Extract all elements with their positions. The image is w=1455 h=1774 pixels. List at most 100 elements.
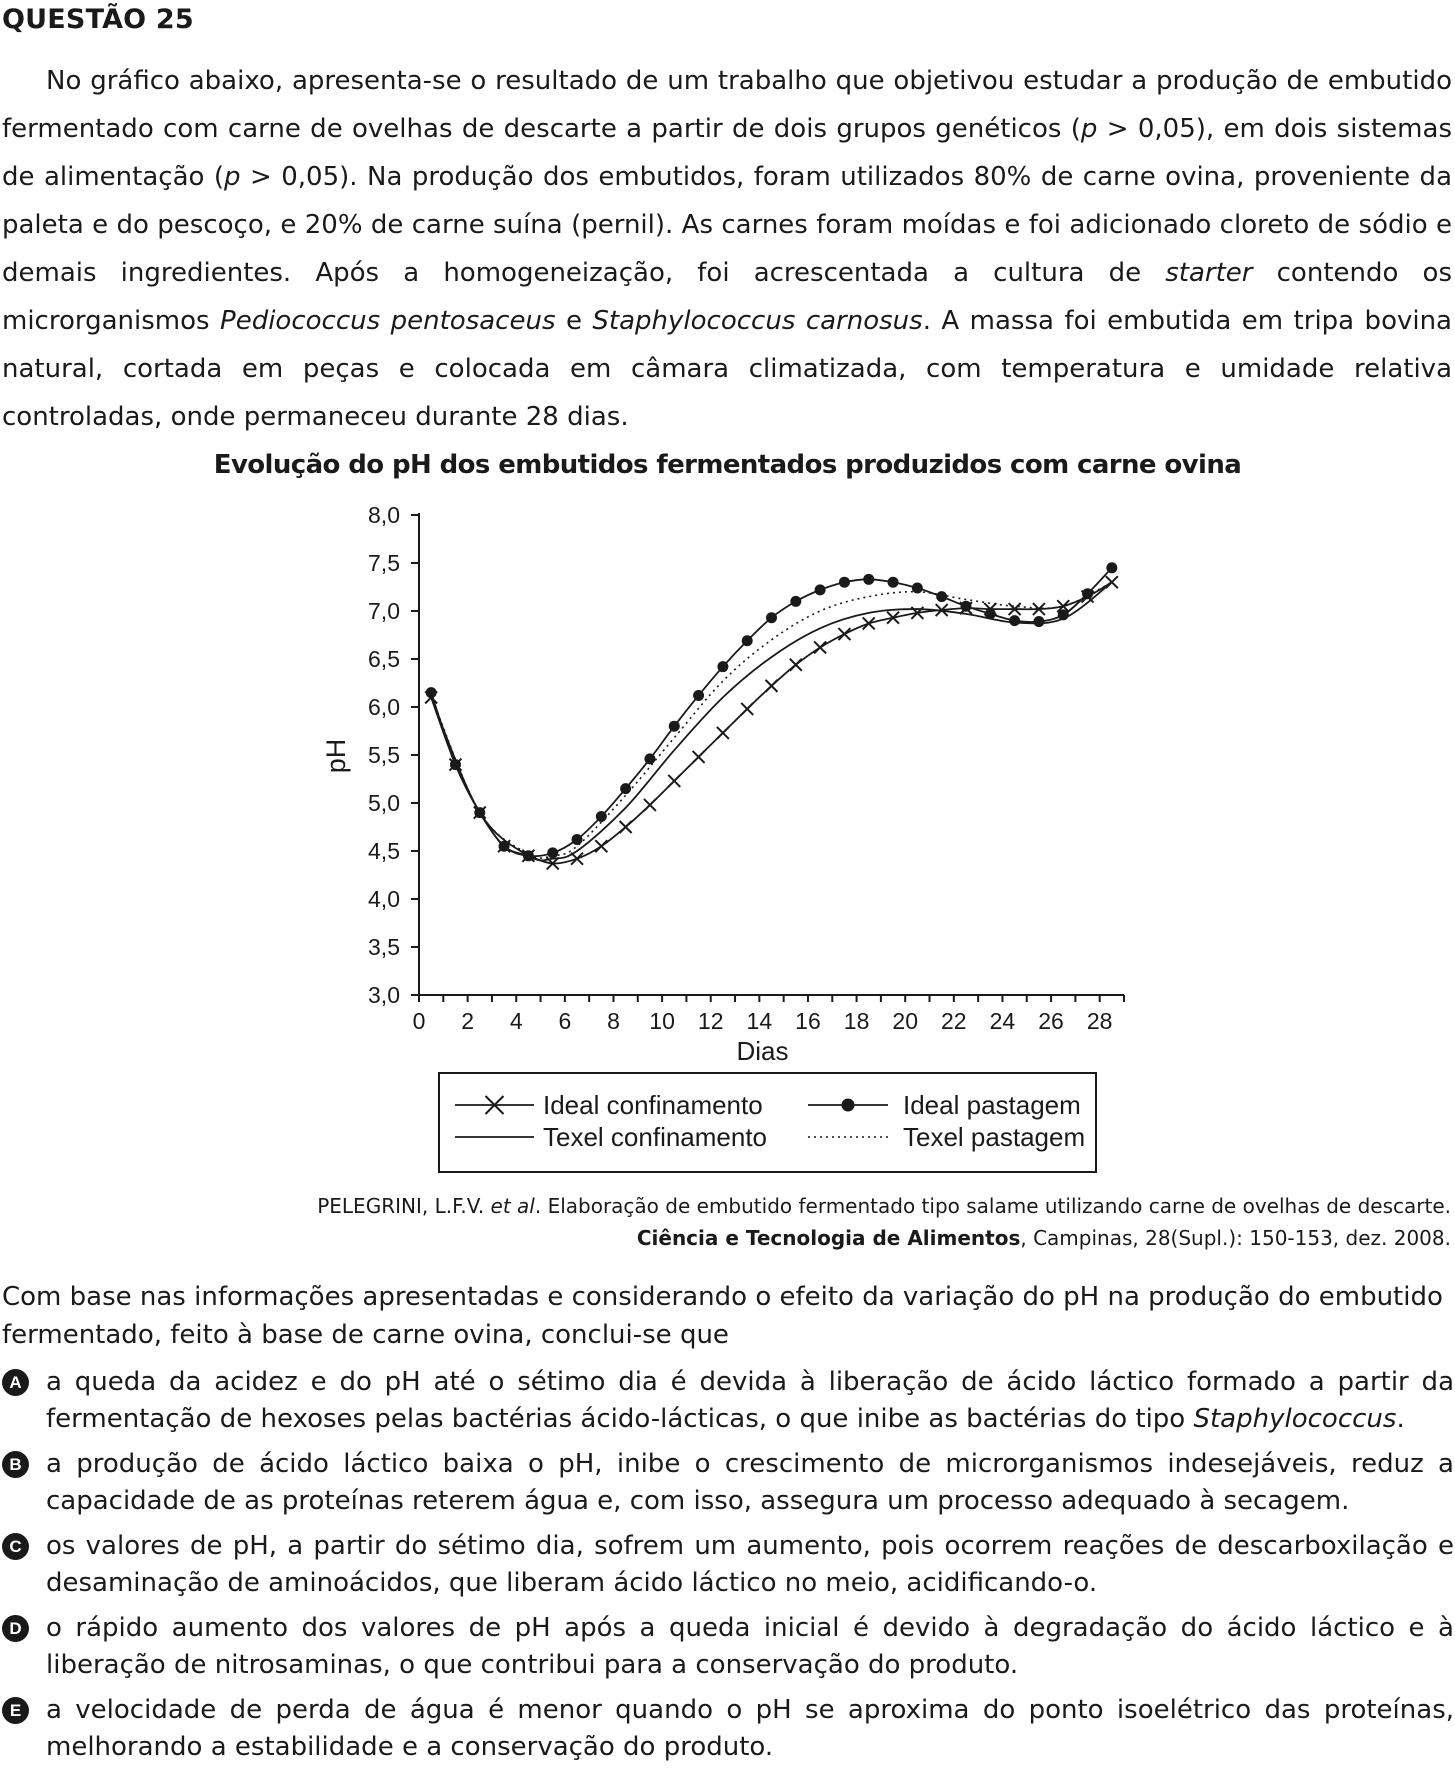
option-segment: Staphylococcus — [1193, 1404, 1397, 1434]
marker-x-ideal-confinamento — [643, 798, 657, 812]
y-tick-label: 7,0 — [368, 598, 400, 624]
citation: PELEGRINI, L.F.V. et al. Elaboração de e… — [317, 1190, 1451, 1254]
x-tick-label: 4 — [510, 1008, 523, 1034]
option-text: a queda da acidez e do pH até o sétimo d… — [46, 1367, 1454, 1434]
marker-x-ideal-confinamento — [1032, 602, 1046, 616]
series-line-texel-confinamento — [430, 581, 1113, 862]
legend-marker-ideal-pastagem — [841, 1098, 855, 1112]
x-tick-label: 2 — [461, 1008, 474, 1034]
marker-dot-ideal-pastagem — [644, 753, 656, 765]
chart-series — [424, 562, 1119, 871]
option-letter-badge: B — [2, 1451, 29, 1478]
marker-x-ideal-confinamento — [862, 616, 876, 631]
question-title: QUESTÃO 25 — [2, 4, 194, 35]
marker-x-ideal-confinamento — [837, 627, 852, 641]
marker-dot-ideal-pastagem — [693, 689, 705, 701]
intro-segment: contendo os microrganismos — [2, 258, 1452, 336]
marker-dot-ideal-pastagem — [1106, 562, 1118, 574]
option-text: os valores de pH, a partir do sétimo dia… — [46, 1531, 1454, 1598]
marker-dot-ideal-pastagem — [960, 600, 972, 612]
question-prompt: Com base nas informações apresentadas e … — [2, 1282, 1443, 1350]
legend-label-ideal-confinamento: Ideal confinamento — [543, 1090, 763, 1120]
marker-dot-ideal-pastagem — [1009, 615, 1021, 627]
marker-x-ideal-confinamento — [667, 774, 681, 788]
x-tick-label: 6 — [558, 1008, 571, 1034]
citation-line-1: PELEGRINI, L.F.V. et al. Elaboração de e… — [317, 1190, 1451, 1222]
marker-dot-ideal-pastagem — [863, 573, 875, 585]
marker-dot-ideal-pastagem — [741, 635, 753, 647]
citation-segment: et al — [490, 1194, 535, 1218]
marker-dot-ideal-pastagem — [790, 595, 802, 607]
option-segment: os valores de pH, a partir do sétimo dia… — [46, 1531, 1454, 1598]
marker-dot-ideal-pastagem — [595, 810, 607, 822]
marker-dot-ideal-pastagem — [498, 840, 510, 852]
citation-segment: PELEGRINI, L.F.V. — [317, 1194, 491, 1218]
marker-x-ideal-confinamento — [789, 658, 803, 672]
x-tick-label: 8 — [607, 1008, 620, 1034]
option-text: a velocidade de perda de água é menor qu… — [46, 1695, 1454, 1762]
marker-dot-ideal-pastagem — [1033, 616, 1045, 628]
option-segment: a queda da acidez e do pH até o sétimo d… — [46, 1367, 1454, 1434]
y-axis-label: pH — [321, 739, 351, 774]
marker-x-ideal-confinamento — [716, 726, 730, 740]
x-axis-label: Dias — [736, 1036, 788, 1066]
marker-dot-ideal-pastagem — [984, 608, 996, 620]
option-segment: . — [1396, 1404, 1405, 1434]
marker-dot-ideal-pastagem — [814, 584, 826, 596]
y-tick-label: 7,5 — [368, 550, 400, 576]
marker-dot-ideal-pastagem — [936, 591, 948, 603]
marker-x-ideal-confinamento — [1007, 602, 1022, 616]
intro-segment: . A massa foi embutida em tripa bovina n… — [2, 306, 1452, 432]
citation-segment: . Elaboração de embutido fermentado tipo… — [534, 1194, 1451, 1218]
legend-marker-ideal-confinamento — [484, 1095, 505, 1115]
marker-dot-ideal-pastagem — [911, 582, 923, 594]
y-tick-label: 4,5 — [368, 838, 400, 864]
option-letter-badge: A — [2, 1369, 29, 1396]
x-tick-label: 26 — [1038, 1008, 1064, 1034]
option-segment: a produção de ácido láctico baixa o pH, … — [46, 1449, 1454, 1516]
marker-dot-ideal-pastagem — [887, 576, 899, 588]
x-tick-label: 24 — [990, 1008, 1016, 1034]
y-tick-label: 6,0 — [368, 694, 400, 720]
x-tick-label: 20 — [892, 1008, 918, 1034]
marker-x-ideal-confinamento — [740, 702, 754, 716]
x-tick-label: 14 — [747, 1008, 773, 1034]
legend-box — [438, 1072, 1097, 1173]
y-tick-label: 3,0 — [368, 982, 400, 1008]
x-tick-label: 28 — [1087, 1008, 1113, 1034]
intro-segment: e — [555, 306, 593, 336]
y-tick-label: 6,5 — [368, 646, 400, 672]
series-line-ideal-confinamento — [430, 581, 1113, 865]
marker-x-ideal-confinamento — [886, 611, 900, 625]
chart-title: Evolução do pH dos embutidos fermentados… — [213, 450, 1242, 480]
x-tick-label: 16 — [795, 1008, 821, 1034]
marker-x-ideal-confinamento — [1056, 599, 1070, 613]
marker-dot-ideal-pastagem — [425, 687, 437, 699]
x-tick-label: 12 — [698, 1008, 724, 1034]
chart-axes: 3,03,54,04,55,05,56,06,57,07,58,00 2 4 6 8 10… — [321, 502, 1125, 1066]
option-text: a produção de ácido láctico baixa o pH, … — [46, 1449, 1454, 1516]
option-segment: o rápido aumento dos valores de pH após … — [46, 1613, 1454, 1680]
y-tick-label: 4,0 — [368, 886, 400, 912]
x-tick-label: 18 — [844, 1008, 870, 1034]
marker-x-ideal-confinamento — [618, 820, 633, 834]
question-intro: No gráfico abaixo, apresenta-se o result… — [2, 57, 1452, 441]
marker-dot-ideal-pastagem — [1082, 588, 1094, 600]
y-tick-label: 3,5 — [368, 934, 400, 960]
marker-dot-ideal-pastagem — [838, 576, 850, 588]
option-letter-badge: C — [2, 1533, 29, 1560]
intro-segment: No gráfico abaixo, apresenta-se o result… — [2, 66, 1452, 144]
intro-segment: > 0,05). Na produção dos embutidos, fora… — [2, 162, 1452, 288]
marker-dot-ideal-pastagem — [547, 847, 559, 859]
marker-x-ideal-confinamento — [594, 839, 609, 853]
series-line-ideal-pastagem — [430, 567, 1113, 858]
citation-segment: Ciência e Tecnologia de Alimentos — [636, 1226, 1021, 1250]
option-letter-badge: E — [2, 1697, 29, 1724]
